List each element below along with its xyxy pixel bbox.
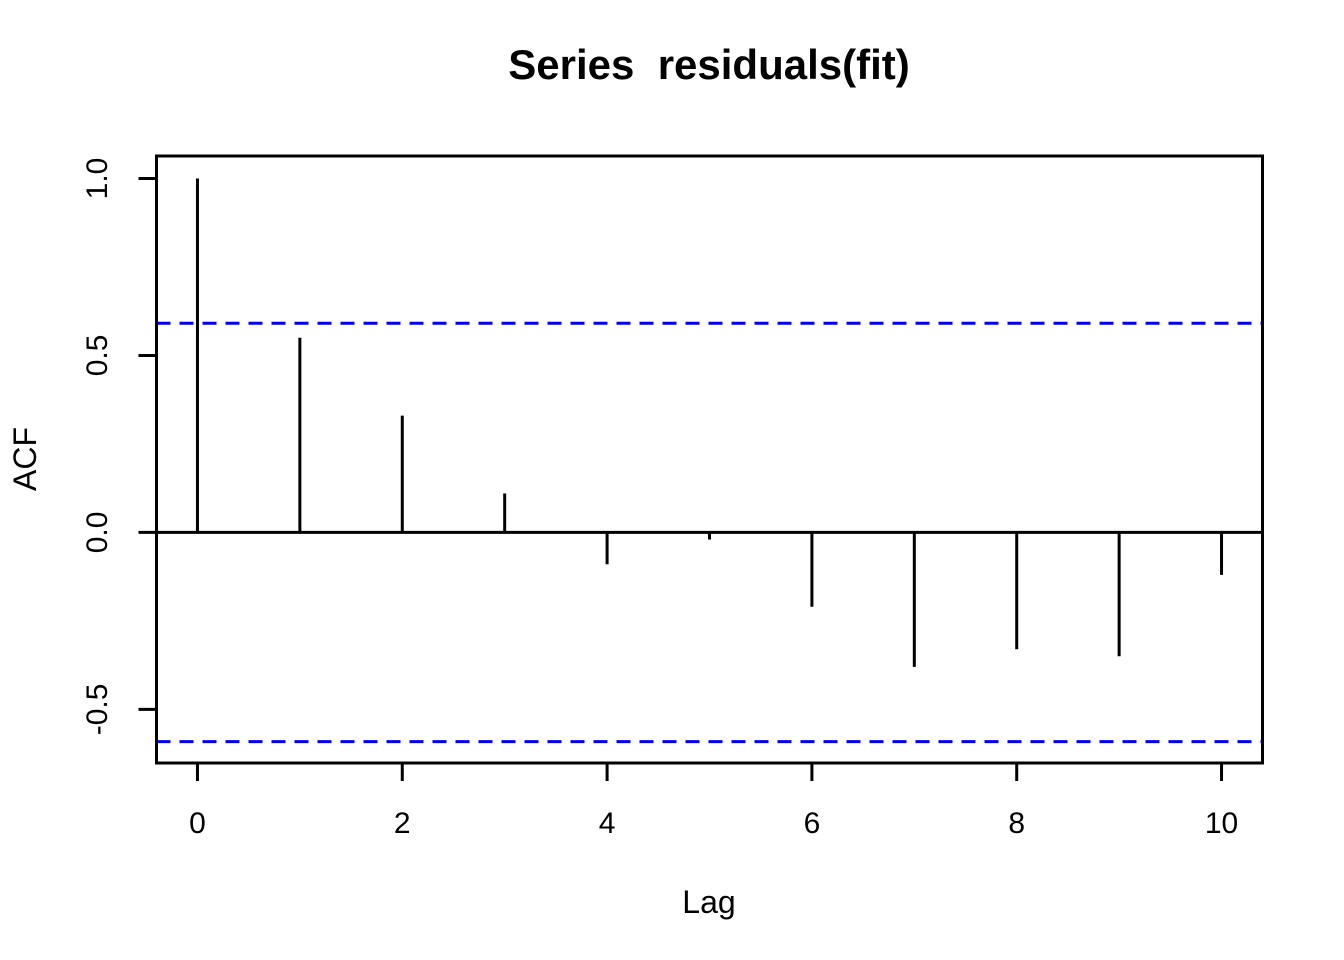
chart-lines-layer	[138, 176, 1263, 781]
chart-title: Series residuals(fit)	[508, 41, 909, 88]
y-tick-label-1: 1.0	[81, 158, 114, 200]
x-tick-label-0: 0	[189, 807, 206, 840]
x-tick-label-4: 4	[599, 807, 616, 840]
x-tick-label-6: 6	[804, 807, 821, 840]
y-tick-label-0: 0.0	[81, 512, 114, 554]
x-tick-label-10: 10	[1205, 807, 1238, 840]
plot-border-box	[155, 154, 1264, 765]
x-tick-label-2: 2	[394, 807, 411, 840]
y-tick-label--0.5: -0.5	[81, 684, 114, 736]
y-tick-label-0.5: 0.5	[81, 335, 114, 377]
tick-labels-layer: 0 2 4 6 8 10 1.0 0.5 0.0 -0.5	[81, 158, 1238, 840]
y-axis-label: ACF	[7, 427, 43, 491]
x-axis-label: Lag	[682, 884, 735, 920]
x-tick-label-8: 8	[1008, 807, 1025, 840]
